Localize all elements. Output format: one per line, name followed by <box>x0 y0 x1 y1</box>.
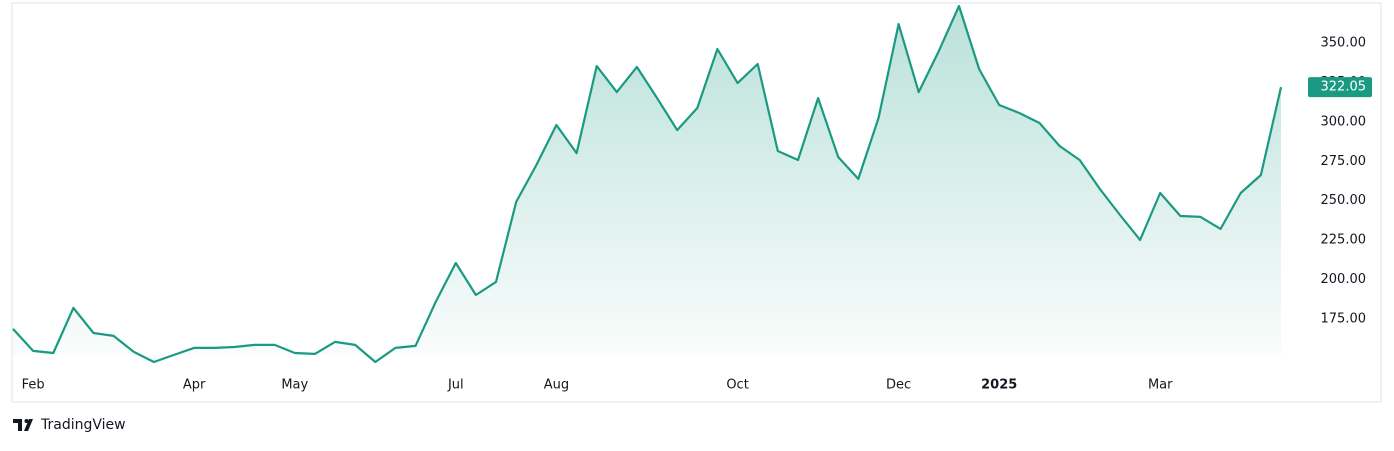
last-price-label: 322.05 <box>1321 80 1367 95</box>
y-tick-label: 275.00 <box>1321 154 1367 169</box>
x-tick-label: Oct <box>726 378 748 393</box>
y-tick-label: 200.00 <box>1321 272 1367 287</box>
area-fill <box>13 6 1281 362</box>
x-tick-label: Mar <box>1148 378 1173 393</box>
branding: TradingView <box>40 417 126 433</box>
x-tick-label: May <box>281 378 308 393</box>
x-tick-label: Jul <box>447 378 464 393</box>
x-tick-label: 2025 <box>981 378 1017 393</box>
x-tick-label: Feb <box>22 378 45 393</box>
y-tick-label: 350.00 <box>1321 36 1367 51</box>
y-tick-label: 300.00 <box>1321 114 1367 129</box>
chart-frame <box>11 2 1382 403</box>
x-tick-label: Apr <box>183 378 206 393</box>
y-tick-label: 250.00 <box>1321 193 1367 208</box>
y-tick-label: 175.00 <box>1321 311 1367 326</box>
x-tick-label: Aug <box>544 378 569 393</box>
price-line <box>12 4 1283 364</box>
y-tick-label: 225.00 <box>1321 233 1367 248</box>
last-price-tag <box>1308 77 1372 98</box>
x-tick-label: Dec <box>886 378 911 393</box>
logo <box>13 419 33 431</box>
